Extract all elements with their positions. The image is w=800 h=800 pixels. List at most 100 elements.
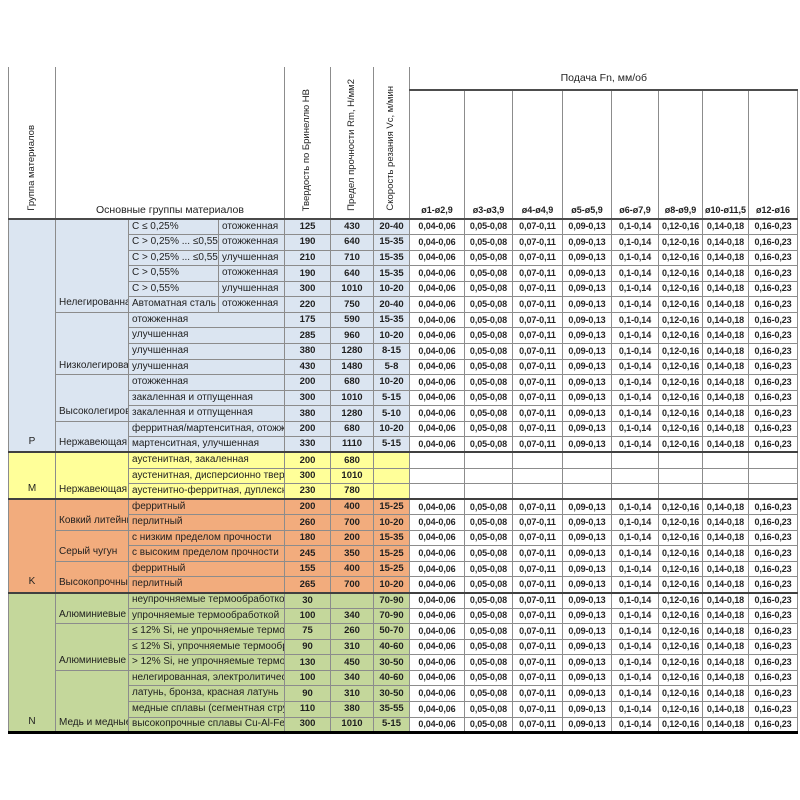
column-header-hardness: Твердость по Бринеллю HB <box>284 67 331 220</box>
material-group-header-label: Группа материалов <box>25 125 37 211</box>
feed-value-cell: 0,16-0,23 <box>747 576 799 593</box>
cutting-speed-cell: 10-20 <box>373 327 410 344</box>
cutting-speed-cell: 8-15 <box>373 343 410 360</box>
hardness-cell: 285 <box>284 327 331 344</box>
strength-cell: 340 <box>330 669 374 687</box>
feed-value-cell: 0,04-0,06 <box>409 296 465 313</box>
feed-value-cell: 0,07-0,11 <box>512 327 563 344</box>
feed-value-cell: 0,07-0,11 <box>512 560 563 578</box>
feed-value-cell: 0,05-0,08 <box>464 389 513 407</box>
material-cell: ферритный <box>128 560 285 578</box>
feed-value-cell: 0,12-0,16 <box>658 249 703 267</box>
condition-cell: улучшенная <box>218 280 285 298</box>
cutting-speed-cell: 15-35 <box>373 311 410 329</box>
feed-value-cell: 0,09-0,13 <box>562 685 612 702</box>
cutting-speed-cell: 70-90 <box>373 607 410 625</box>
feed-value-cell <box>464 451 513 469</box>
feed-value-cell: 0,1-0,14 <box>611 700 659 718</box>
group-letter-cell: K <box>8 498 56 594</box>
strength-cell: 680 <box>330 420 374 438</box>
sub-material-cell: Автоматная сталь <box>128 296 219 313</box>
feed-value-cell: 0,1-0,14 <box>611 654 659 671</box>
hardness-cell: 175 <box>284 311 331 329</box>
feed-value-cell <box>464 483 513 500</box>
table-row: улучшенная 285 960 10-20 0,04-0,06 0,05-0,08 0… <box>9 327 799 344</box>
feed-value-cell: 0,07-0,11 <box>512 498 563 516</box>
strength-cell: 750 <box>330 296 374 313</box>
material-cell: латунь, бронза, красная латунь <box>128 685 285 702</box>
feed-value-cell: 0,14-0,18 <box>702 669 749 687</box>
feed-value-cell: 0,09-0,13 <box>562 545 612 562</box>
hardness-cell: 300 <box>284 389 331 407</box>
strength-cell: 1010 <box>330 467 374 485</box>
feed-value-cell: 0,1-0,14 <box>611 560 659 578</box>
material-cell: закаленная и отпущенная <box>128 405 285 422</box>
feed-value-cell: 0,16-0,23 <box>747 405 799 422</box>
feed-value-cell: 0,05-0,08 <box>464 716 513 734</box>
hardness-cell: 100 <box>284 607 331 625</box>
feed-value-cell: 0,05-0,08 <box>464 343 513 360</box>
feed-value-cell: 0,14-0,18 <box>702 560 749 578</box>
feed-value-cell: 0,09-0,13 <box>562 498 612 516</box>
feed-value-cell: 0,05-0,08 <box>464 218 513 236</box>
table-row: с высоким пределом прочности 245 350 15-25 0… <box>9 545 799 562</box>
feed-value-cell: 0,07-0,11 <box>512 591 563 609</box>
feed-value-cell: 0,12-0,16 <box>658 514 703 531</box>
material-cell: улучшенная <box>128 327 285 344</box>
hardness-cell: 430 <box>284 358 331 376</box>
cutting-speed-cell: 15-35 <box>373 529 410 547</box>
feed-value-cell: 0,04-0,06 <box>409 343 465 360</box>
table-row: ≤ 12% Si, упрочняемые термообработко9031… <box>9 638 799 656</box>
feed-value-cell: 0,04-0,06 <box>409 638 465 656</box>
strength-cell: 400 <box>330 560 374 578</box>
feed-value-cell: 0,04-0,06 <box>409 405 465 422</box>
hardness-cell: 330 <box>284 436 331 453</box>
cutting-speed-cell: 15-25 <box>373 545 410 562</box>
cutting-speed-cell: 15-25 <box>373 560 410 578</box>
feed-value-cell: 0,05-0,08 <box>464 560 513 578</box>
feed-value-cell: 0,12-0,16 <box>658 374 703 391</box>
column-header-diameter-4: ø5-ø5,9 <box>562 90 612 220</box>
feed-value-cell: 0,14-0,18 <box>702 529 749 547</box>
feed-value-cell <box>702 467 749 485</box>
hardness-cell: 130 <box>284 654 331 671</box>
sub-material-cell: C > 0,25% ... ≤0,55% <box>128 234 219 251</box>
sub-material-cell: C > 0,55% <box>128 265 219 282</box>
feed-value-cell: 0,16-0,23 <box>747 607 799 625</box>
feed-value-cell: 0,16-0,23 <box>747 265 799 282</box>
feed-value-cell: 0,09-0,13 <box>562 389 612 407</box>
cutting-speed-cell: 15-35 <box>373 265 410 282</box>
feed-value-cell: 0,07-0,11 <box>512 311 563 329</box>
feed-value-cell: 0,07-0,11 <box>512 545 563 562</box>
feed-value-cell: 0,14-0,18 <box>702 591 749 609</box>
feed-value-cell: 0,16-0,23 <box>747 529 799 547</box>
cutting-speed-cell <box>373 467 410 485</box>
feed-value-cell: 0,07-0,11 <box>512 623 563 640</box>
feed-value-cell: 0,12-0,16 <box>658 623 703 640</box>
strength-cell: 340 <box>330 607 374 625</box>
strength-cell: 350 <box>330 545 374 562</box>
table-row: закаленная и отпущенная 300 1010 5-15 0,04-0… <box>9 389 799 407</box>
feed-value-cell: 0,09-0,13 <box>562 249 612 267</box>
cutting-speed-cell: 35-55 <box>373 700 410 718</box>
feed-value-cell: 0,12-0,16 <box>658 436 703 453</box>
feed-value-cell: 0,05-0,08 <box>464 405 513 422</box>
table-row: > 12% Si, не упрочняемые термообрабо1304… <box>9 654 799 671</box>
strength-cell: 710 <box>330 249 374 267</box>
feed-value-cell: 0,1-0,14 <box>611 498 659 516</box>
feed-value-cell: 0,16-0,23 <box>747 685 799 702</box>
feed-value-cell: 0,09-0,13 <box>562 669 612 687</box>
hardness-cell: 200 <box>284 498 331 516</box>
feed-value-cell: 0,09-0,13 <box>562 591 612 609</box>
feed-value-cell: 0,09-0,13 <box>562 218 612 236</box>
strength-cell: 260 <box>330 623 374 640</box>
feed-value-cell <box>658 467 703 485</box>
feed-value-cell: 0,05-0,08 <box>464 296 513 313</box>
strength-cell: 310 <box>330 638 374 656</box>
feed-value-cell: 0,1-0,14 <box>611 311 659 329</box>
feed-value-cell: 0,16-0,23 <box>747 343 799 360</box>
column-header-diameter-7: ø10-ø11,5 <box>702 90 749 220</box>
feed-value-cell: 0,12-0,16 <box>658 685 703 702</box>
feed-value-cell: 0,07-0,11 <box>512 529 563 547</box>
feed-value-cell: 0,12-0,16 <box>658 498 703 516</box>
